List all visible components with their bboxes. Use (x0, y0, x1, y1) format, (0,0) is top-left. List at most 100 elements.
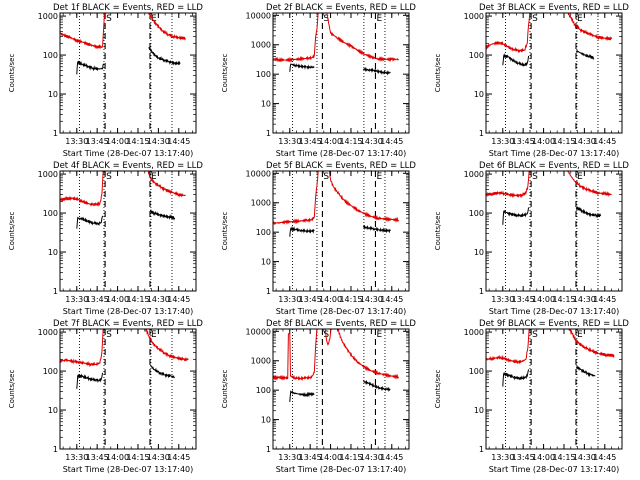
marker-label-e: E (376, 14, 382, 24)
marker-label-e: E (151, 330, 157, 340)
y-axis-label: Counts/sec (8, 54, 16, 93)
x-tick-label: 14:45 (593, 137, 616, 146)
x-tick-label: 13:30 (65, 137, 88, 146)
x-tick-label: 13:30 (491, 137, 514, 146)
y-tick-label: 1 (266, 129, 271, 138)
panel-title: Det 2f BLACK = Events, RED = LLD (266, 3, 416, 13)
plot-frame (485, 12, 623, 134)
panel-det-9: Det 9f BLACK = Events, RED = LLD Counts/s… (434, 319, 629, 474)
lld-series-line (337, 329, 400, 380)
x-tick-label: 14:00 (319, 453, 342, 462)
y-tick-label: 10 (474, 406, 484, 415)
y-tick-label: 1 (53, 129, 58, 138)
marker-label-e: E (376, 330, 382, 340)
marker-label-s: S (106, 14, 112, 24)
panel-title: Det 9f BLACK = Events, RED = LLD (479, 319, 629, 329)
events-series-line (149, 364, 176, 379)
y-tick-label: 1000 (251, 199, 271, 208)
lld-series-line (486, 171, 530, 199)
x-tick-label: 14:45 (167, 453, 190, 462)
x-tick-label: 13:30 (278, 453, 301, 462)
panel-title: Det 4f BLACK = Events, RED = LLD (53, 161, 203, 171)
x-tick-label: 14:00 (532, 137, 555, 146)
x-tick-label: 14:45 (593, 453, 616, 462)
marker-label-e: E (151, 14, 157, 24)
y-tick-label: 10 (48, 90, 58, 99)
x-tick-label: 14:45 (593, 295, 616, 304)
panel-title: Det 6f BLACK = Events, RED = LLD (479, 161, 629, 171)
marker-label-e: E (376, 172, 382, 182)
y-tick-label: 1 (53, 445, 58, 454)
y-axis-label: Counts/sec (8, 370, 16, 409)
y-tick-label: 1000 (38, 328, 58, 337)
y-tick-label: 1000 (464, 12, 484, 21)
events-series-line (76, 372, 104, 389)
x-tick-label: 14:00 (532, 295, 555, 304)
x-tick-label: 14:15 (552, 137, 575, 146)
x-axis-label: Start Time (28-Dec-07 13:17:40) (63, 307, 194, 316)
events-series-line (362, 66, 391, 76)
y-tick-label: 1 (266, 445, 271, 454)
y-tick-label: 100 (43, 209, 58, 218)
lld-series-line (324, 329, 332, 346)
events-series-line (76, 60, 104, 75)
x-tick-label: 14:30 (573, 295, 596, 304)
x-tick-label: 13:45 (512, 295, 535, 304)
marker-label-s: S (532, 14, 538, 24)
x-tick-label: 13:45 (299, 295, 322, 304)
lld-series-line (567, 171, 612, 198)
marker-label-s: S (323, 14, 329, 24)
y-tick-label: 1 (479, 445, 484, 454)
events-series-line (575, 206, 602, 219)
marker-label-e: E (577, 14, 583, 24)
x-tick-label: 14:00 (319, 137, 342, 146)
events-series-line (575, 365, 596, 378)
x-tick-label: 14:45 (380, 295, 403, 304)
x-tick-label: 14:00 (106, 137, 129, 146)
x-tick-label: 14:00 (532, 453, 555, 462)
y-axis-label: Counts/sec (221, 370, 229, 409)
panel-det-8: Det 8f BLACK = Events, RED = LLD Counts/s… (221, 319, 416, 474)
y-tick-label: 1000 (464, 170, 484, 179)
x-tick-label: 13:45 (86, 137, 109, 146)
plot-frame (272, 170, 410, 292)
x-tick-label: 14:30 (360, 295, 383, 304)
x-tick-label: 14:15 (339, 295, 362, 304)
marker-label-s: S (323, 172, 329, 182)
y-tick-label: 1 (266, 287, 271, 296)
x-axis-label: Start Time (28-Dec-07 13:17:40) (63, 149, 194, 158)
y-tick-label: 100 (43, 367, 58, 376)
panel-title: Det 7f BLACK = Events, RED = LLD (53, 319, 203, 329)
x-tick-label: 13:30 (278, 137, 301, 146)
x-tick-label: 14:15 (339, 137, 362, 146)
lld-series-line (568, 329, 615, 359)
x-axis-label: Start Time (28-Dec-07 13:17:40) (276, 465, 407, 474)
x-tick-label: 14:30 (573, 453, 596, 462)
x-tick-label: 14:30 (360, 453, 383, 462)
panel-det-3: Det 3f BLACK = Events, RED = LLD Counts/s… (434, 3, 629, 158)
plot-frame (272, 12, 410, 134)
y-tick-label: 100 (256, 70, 271, 79)
x-tick-label: 14:30 (147, 137, 170, 146)
x-tick-label: 14:15 (552, 453, 575, 462)
y-tick-label: 100 (469, 51, 484, 60)
y-tick-label: 1000 (251, 357, 271, 366)
y-tick-label: 100 (43, 51, 58, 60)
y-tick-label: 10 (261, 258, 271, 267)
y-axis-label: Counts/sec (434, 370, 442, 409)
lld-series-line (147, 171, 186, 198)
marker-label-s: S (532, 172, 538, 182)
lld-series-line (486, 13, 531, 54)
events-series-line (502, 53, 530, 67)
y-tick-label: 10000 (246, 169, 271, 178)
lld-series-line (145, 329, 189, 362)
events-series-line (502, 369, 530, 387)
events-series-line (362, 379, 391, 393)
x-axis-label: Start Time (28-Dec-07 13:17:40) (489, 149, 620, 158)
panel-det-1: Det 1f BLACK = Events, RED = LLD Counts/s… (8, 3, 203, 158)
events-series-line (289, 389, 315, 402)
y-tick-label: 10 (48, 406, 58, 415)
x-tick-label: 13:30 (65, 453, 88, 462)
lld-series-line (147, 13, 187, 41)
panel-det-4: Det 4f BLACK = Events, RED = LLD Counts/s… (8, 161, 203, 316)
